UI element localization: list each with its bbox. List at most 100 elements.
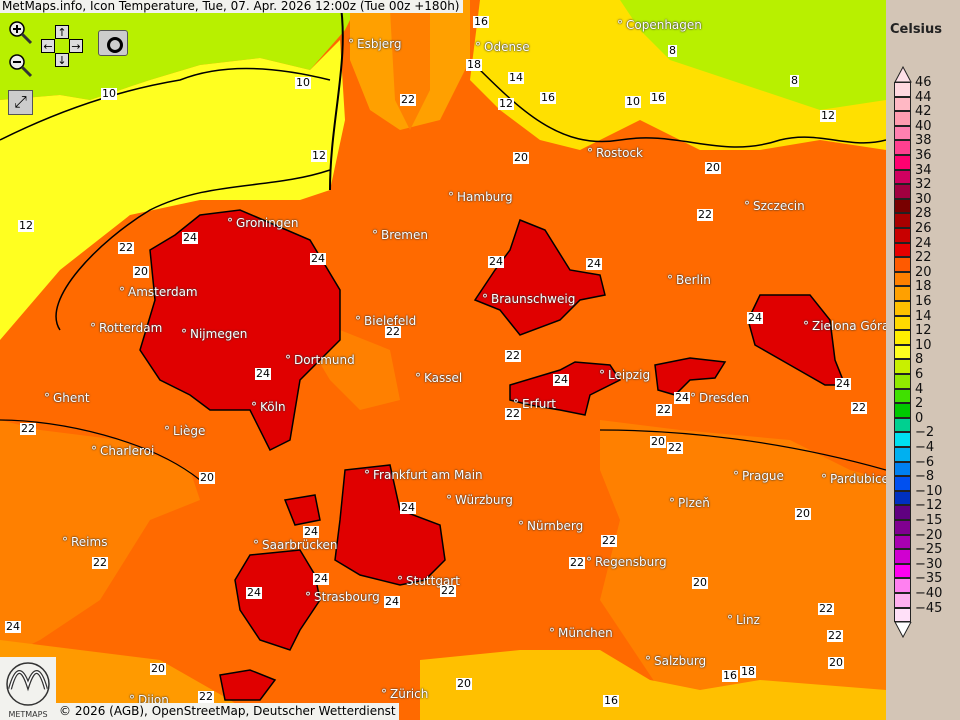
city-label: Leipzig	[599, 368, 650, 382]
contour-label: 24	[255, 367, 271, 380]
contour-line	[469, 59, 886, 148]
contour-label: 24	[303, 525, 319, 538]
contour-label: 22	[601, 534, 617, 547]
city-label: Ghent	[44, 391, 90, 405]
contour-label: 24	[747, 311, 763, 324]
pan-left-icon[interactable]: ←	[41, 39, 55, 53]
legend-swatch	[894, 359, 911, 374]
city-label: Salzburg	[645, 654, 706, 668]
city-label: Frankfurt am Main	[364, 468, 483, 482]
legend-swatch	[894, 125, 911, 141]
contour-label: 12	[498, 97, 514, 110]
city-label: Szczecin	[744, 199, 805, 213]
legend-swatch	[894, 417, 911, 433]
legend-swatch	[894, 374, 911, 389]
city-label: Prague	[733, 469, 784, 483]
contour-label: 22	[198, 690, 214, 703]
region-20-c	[600, 420, 886, 720]
legend-swatch	[894, 315, 911, 331]
legend-swatch	[894, 607, 911, 623]
city-label: Copenhagen	[617, 18, 702, 32]
contour-label: 16	[473, 15, 489, 28]
legend-swatch	[894, 534, 911, 550]
legend-tick-label: −12	[915, 498, 943, 514]
legend-tick-label: 12	[915, 323, 932, 339]
contour-label: 10	[625, 95, 641, 108]
city-label: Nijmegen	[181, 327, 247, 341]
region-24-strasbourg	[234, 549, 321, 651]
city-label: Köln	[251, 400, 286, 414]
contour-line	[329, 0, 344, 191]
contour-line	[55, 169, 331, 331]
legend-tick-label: −35	[915, 571, 943, 587]
legend-tick-label: 24	[915, 235, 932, 251]
city-label: Zürich	[381, 687, 428, 701]
city-label: München	[549, 626, 613, 640]
contour-label: 24	[488, 255, 504, 268]
legend-tick-label: −4	[915, 440, 935, 455]
contour-label: 20	[692, 576, 708, 589]
legend-tick-label: 30	[915, 191, 932, 207]
contour-label: 20	[199, 471, 215, 484]
city-label: Dresden	[690, 391, 749, 405]
svg-text:METMAPS: METMAPS	[8, 710, 47, 719]
contour-label: 20	[133, 265, 149, 278]
legend-tick-label: 36	[915, 148, 932, 163]
legend-tick-label: −6	[915, 454, 935, 470]
legend-tick-label: 32	[915, 177, 932, 193]
city-label: Braunschweig	[482, 292, 575, 306]
legend-tick-label: 18	[915, 279, 932, 295]
contour-label: 22	[20, 422, 36, 435]
metmaps-logo: METMAPS	[0, 657, 56, 720]
contour-label: 24	[835, 377, 851, 390]
legend-swatch	[894, 271, 911, 287]
city-label: Strasbourg	[305, 590, 380, 604]
legend-tick-label: 8	[915, 352, 924, 368]
contour-label: 24	[246, 586, 262, 599]
region-24-south	[219, 669, 277, 701]
legend-top-arrow	[894, 66, 912, 83]
legend-swatch	[894, 490, 911, 506]
contour-label: 20	[456, 677, 472, 690]
legend-tick-label: 34	[915, 162, 932, 178]
map-title: MetMaps.info, Icon Temperature, Tue, 07.…	[0, 0, 463, 13]
contour-label: 22	[656, 403, 672, 416]
city-label: Charleroi	[91, 444, 154, 458]
legend-tick-label: 0	[915, 410, 924, 426]
legend-tick-label: 22	[915, 250, 932, 266]
contour-label: 18	[466, 58, 482, 71]
contour-label: 24	[553, 373, 569, 386]
legend-swatch	[894, 476, 911, 491]
region-20-b	[0, 640, 260, 720]
contour-label: 24	[310, 252, 326, 265]
city-label: Berlin	[667, 273, 711, 287]
city-label: Würzburg	[446, 493, 513, 507]
legend-swatch	[894, 213, 911, 228]
contour-label: 24	[5, 620, 21, 633]
pan-right-icon[interactable]: →	[69, 39, 83, 53]
contour-label: 10	[101, 87, 117, 100]
contour-label: 22	[400, 93, 416, 106]
temperature-map[interactable]: Esbjerg Odense Copenhagen Rostock Hamburg Szc…	[0, 0, 886, 720]
contour-label: 22	[667, 441, 683, 454]
region-24-frankfurt	[334, 464, 446, 586]
pan-up-icon[interactable]: ↑	[55, 25, 69, 39]
pan-down-icon[interactable]: ↓	[55, 53, 69, 67]
legend-swatch	[894, 242, 911, 258]
legend-tick-label: 4	[915, 381, 924, 397]
legend-tick-label: −15	[915, 513, 943, 528]
contour-label: 22	[827, 629, 843, 642]
city-label: Odense	[475, 40, 530, 54]
contour-label: 14	[508, 71, 524, 84]
fullscreen-icon[interactable]: ⤢	[8, 90, 33, 115]
legend-tick-label: 14	[915, 308, 932, 324]
legend-swatch	[894, 286, 911, 301]
contour-label: 20	[650, 435, 666, 448]
contour-label: 22	[851, 401, 867, 414]
camera-icon[interactable]	[98, 30, 128, 56]
legend-swatch	[894, 96, 911, 112]
legend-tick-label: −25	[915, 542, 943, 558]
contour-label: 10	[295, 76, 311, 89]
contour-label: 16	[540, 91, 556, 104]
contour-label: 22	[569, 556, 585, 569]
